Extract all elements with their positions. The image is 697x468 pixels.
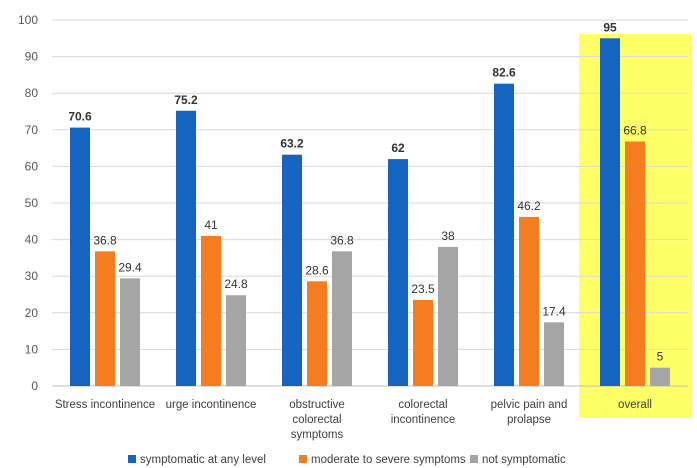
data-label: 17.4 xyxy=(542,304,566,318)
x-tick-label: Stress incontinence xyxy=(55,399,155,411)
y-axis: 0 10 20 30 40 50 60 70 80 90 100 xyxy=(18,13,38,393)
y-tick-label: 20 xyxy=(25,306,39,320)
bar xyxy=(332,251,352,386)
x-tick-label-line: symptoms xyxy=(291,429,344,441)
legend-swatch xyxy=(470,455,478,463)
x-tick-label-line: colorectal xyxy=(398,399,447,411)
data-label: 36.8 xyxy=(330,233,354,247)
data-labels: 70.6 75.2 63.2 62 82.6 95 36.8 41 28.6 23.5 46.2 66… xyxy=(68,20,663,363)
data-label: 5 xyxy=(657,350,664,364)
bar xyxy=(120,278,140,386)
bar xyxy=(226,295,246,386)
x-tick-label-line: incontinence xyxy=(391,414,456,426)
legend-swatch xyxy=(128,455,136,463)
gridlines xyxy=(52,19,688,387)
legend-swatch xyxy=(299,455,307,463)
x-tick-label: obstructive colorectal symptoms xyxy=(289,399,345,441)
legend-label: moderate to severe symptoms xyxy=(311,454,466,466)
x-tick-label-line: overall xyxy=(618,399,652,411)
bar xyxy=(282,154,302,386)
data-label: 75.2 xyxy=(174,93,198,107)
data-label: 63.2 xyxy=(280,137,304,151)
data-label: 95 xyxy=(603,20,617,34)
y-tick-label: 50 xyxy=(25,196,39,210)
y-tick-label: 70 xyxy=(25,123,39,137)
x-tick-label-line: obstructive xyxy=(289,399,345,411)
x-tick-label: overall xyxy=(618,399,652,411)
bar xyxy=(70,127,90,386)
data-label: 36.8 xyxy=(93,233,117,247)
legend: symptomatic at any level moderate to seve… xyxy=(128,454,566,466)
data-label: 29.4 xyxy=(118,260,142,274)
data-label: 28.6 xyxy=(305,263,329,277)
data-label: 23.5 xyxy=(411,282,435,296)
y-tick-label: 0 xyxy=(31,379,38,393)
y-tick-label: 90 xyxy=(25,50,39,64)
bar xyxy=(413,299,433,386)
bar xyxy=(438,246,458,386)
data-label: 38 xyxy=(441,229,455,243)
x-tick-label-line: colorectal xyxy=(292,414,341,426)
y-tick-label: 100 xyxy=(18,13,38,27)
bar xyxy=(201,235,221,386)
x-tick-label-line: Stress incontinence xyxy=(55,399,155,411)
bar xyxy=(95,251,115,386)
x-tick-label: urge incontinence xyxy=(166,399,257,411)
bar xyxy=(176,110,196,386)
x-tick-label: pelvic pain and prolapse xyxy=(491,399,568,426)
data-label: 70.6 xyxy=(68,110,92,124)
bar xyxy=(307,281,327,386)
data-label: 82.6 xyxy=(492,66,516,80)
bar xyxy=(544,322,564,386)
x-tick-label: colorectal incontinence xyxy=(391,399,456,426)
x-tick-label-line: pelvic pain and xyxy=(491,399,568,411)
data-label: 46.2 xyxy=(517,199,541,213)
data-label: 62 xyxy=(391,141,405,155)
bar xyxy=(388,159,408,386)
legend-label: symptomatic at any level xyxy=(140,454,266,466)
x-tick-label-line: prolapse xyxy=(507,414,551,426)
data-label: 41 xyxy=(204,218,218,232)
bars xyxy=(70,38,670,387)
y-tick-label: 40 xyxy=(25,233,39,247)
bar xyxy=(519,216,539,386)
data-label: 66.8 xyxy=(623,124,647,138)
bar xyxy=(494,83,514,387)
y-tick-label: 30 xyxy=(25,269,39,283)
bar xyxy=(650,367,670,386)
y-tick-label: 60 xyxy=(25,159,39,173)
bar xyxy=(600,38,620,387)
y-tick-label: 80 xyxy=(25,86,39,100)
data-label: 24.8 xyxy=(224,277,248,291)
bar xyxy=(625,141,645,386)
x-axis: Stress incontinence urge incontinence obst… xyxy=(55,399,652,441)
x-tick-label-line: urge incontinence xyxy=(166,399,257,411)
y-tick-label: 10 xyxy=(25,342,39,356)
legend-label: not symptomatic xyxy=(482,454,566,466)
